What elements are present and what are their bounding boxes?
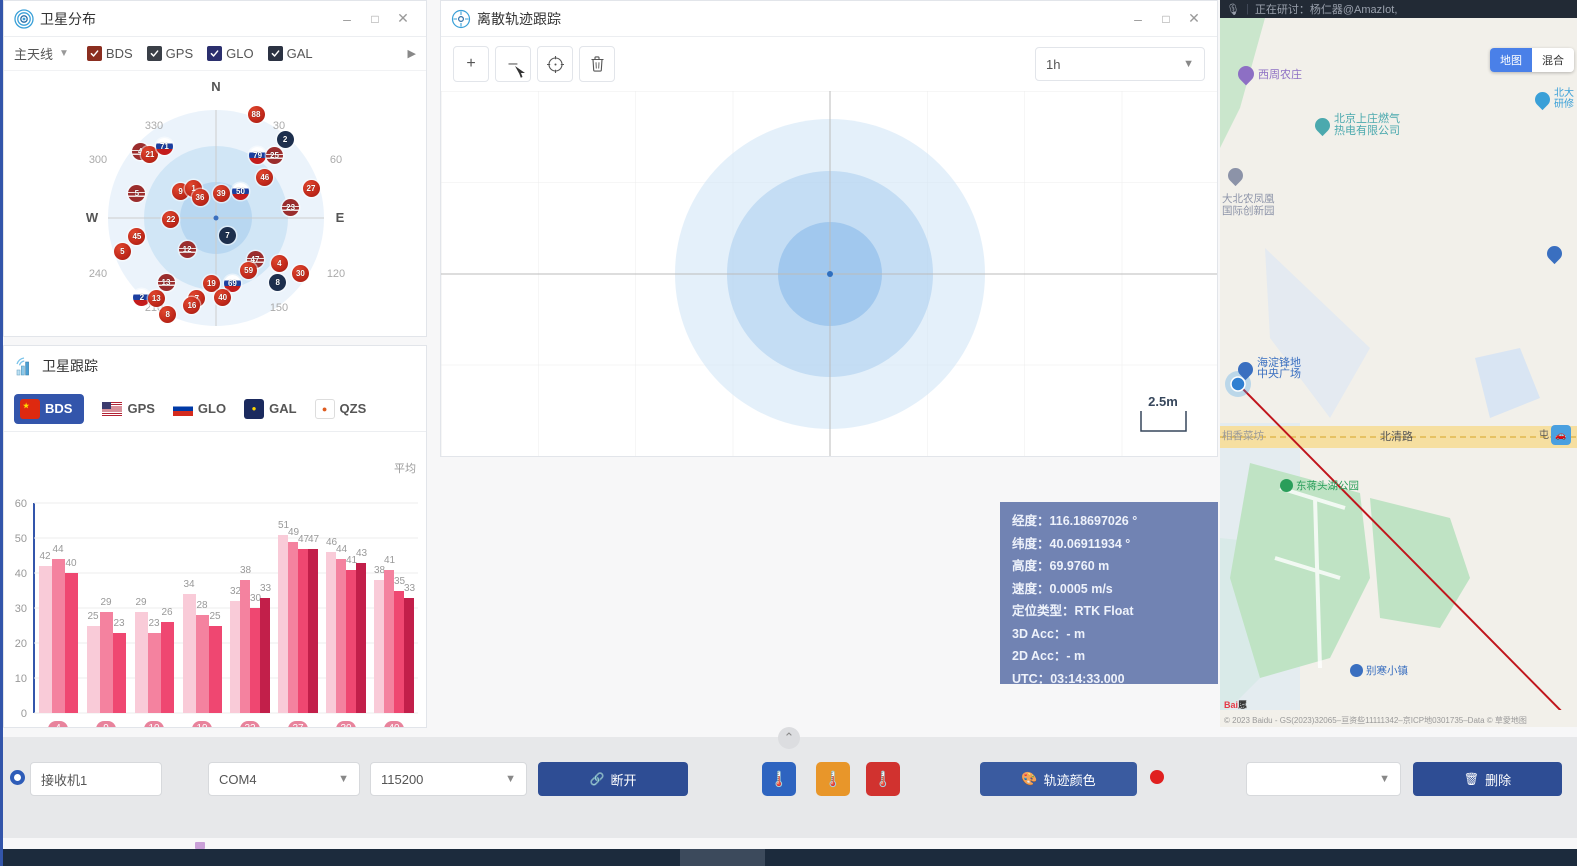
svg-text:60: 60 [15, 498, 27, 510]
svg-text:W: W [86, 210, 99, 225]
svg-text:0: 0 [21, 708, 27, 720]
svg-text:300: 300 [89, 154, 107, 166]
svg-text:N: N [211, 79, 220, 94]
svg-text:60: 60 [330, 154, 342, 166]
svg-text:2.5m: 2.5m [1148, 394, 1178, 409]
svg-text:30: 30 [15, 603, 27, 615]
svg-text:50: 50 [15, 533, 27, 545]
svg-text:330: 330 [145, 120, 163, 132]
svg-text:10: 10 [15, 673, 27, 685]
svg-text:40: 40 [15, 568, 27, 580]
svg-text:240: 240 [89, 268, 107, 280]
svg-text:150: 150 [270, 302, 288, 314]
svg-text:120: 120 [327, 268, 345, 280]
svg-text:20: 20 [15, 638, 27, 650]
svg-text:E: E [336, 210, 345, 225]
